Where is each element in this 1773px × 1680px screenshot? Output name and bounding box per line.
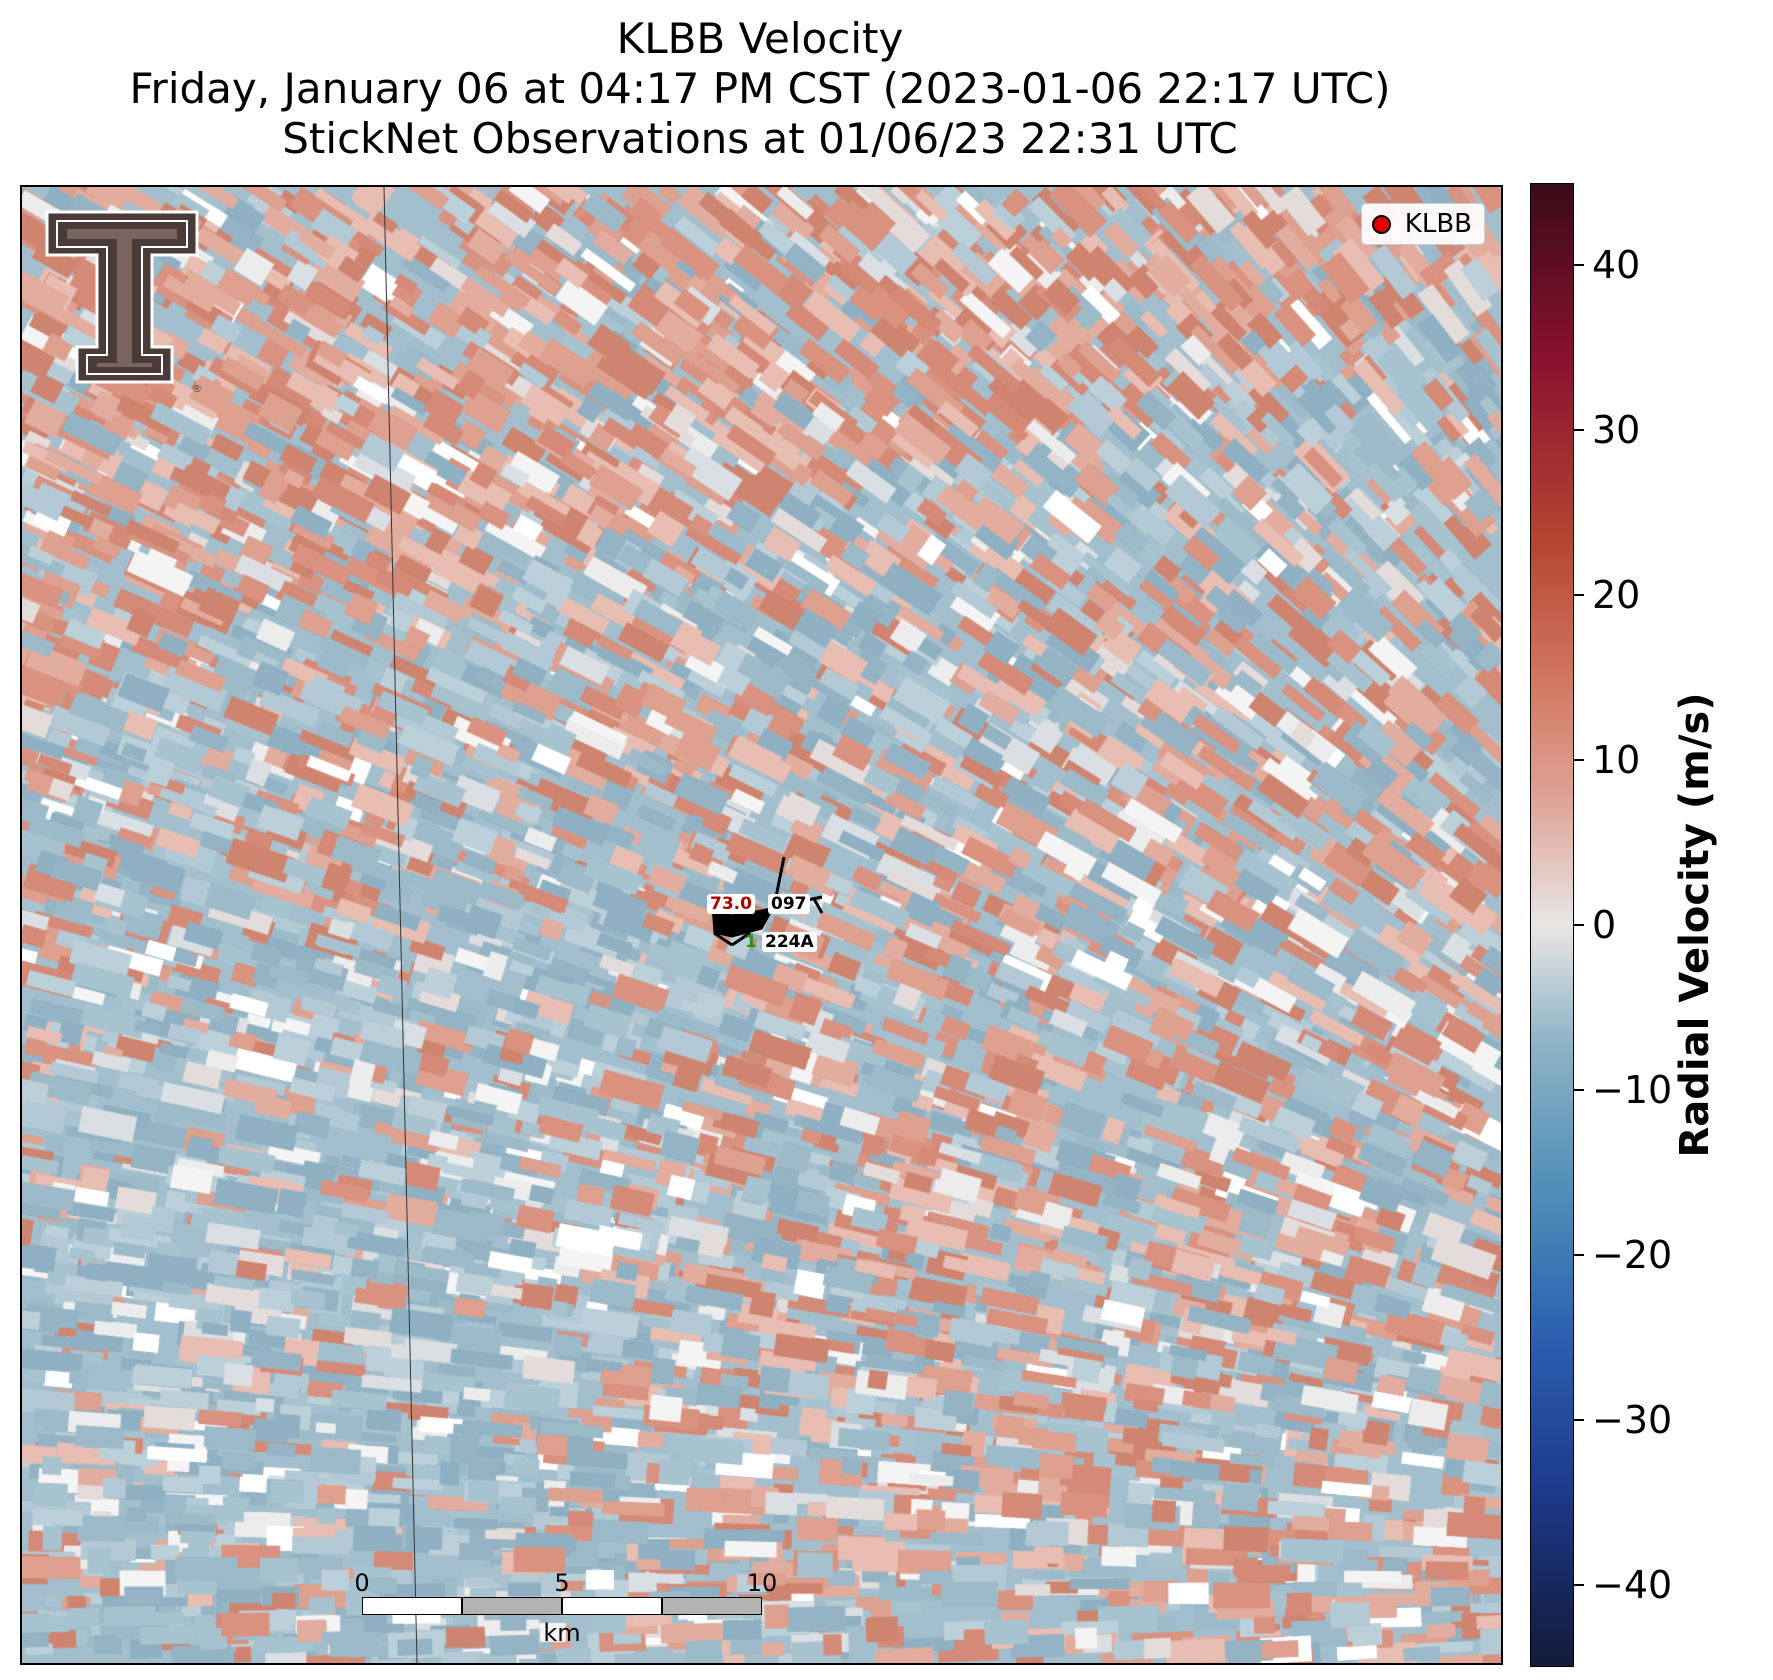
scale-segment [562,1597,662,1615]
scale-tick-label: 5 [554,1569,570,1597]
title-line-1: KLBB Velocity [616,14,904,63]
station-wind-direction: 097 [768,894,810,914]
colorbar-tick [1574,429,1584,432]
double-t-logo-icon: ® [42,207,207,401]
colorbar-tick [1574,1088,1584,1091]
legend-label: KLBB [1404,209,1472,239]
scale-segment [662,1597,762,1615]
colorbar-tick-label: −10 [1592,1067,1673,1112]
radar-map: ® KLBB 73.0 097 1 224A 0 5 10 km [20,185,1503,1665]
colorbar-tick-label: −20 [1592,1232,1673,1277]
colorbar-title: Radial Velocity (m/s) [1672,692,1718,1158]
title-line-2: Friday, January 06 at 04:17 PM CST (2023… [129,64,1391,113]
colorbar-tick-label: 40 [1592,243,1641,288]
colorbar-tick [1574,1418,1584,1421]
colorbar-tick [1574,594,1584,597]
radar-site-marker-icon [1371,214,1391,234]
map-legend: KLBB [1360,203,1485,245]
station-temperature: 73.0 [707,894,755,914]
colorbar-tick-label: 20 [1592,573,1641,618]
colorbar-tick-label: −30 [1592,1397,1673,1442]
colorbar-tick-label: 0 [1592,903,1617,947]
scale-tick-label: 10 [746,1569,778,1597]
colorbar-tick-label: 30 [1592,408,1641,453]
colorbar-tick [1574,264,1584,267]
svg-text:®: ® [192,384,202,395]
colorbar-tick [1574,1583,1584,1586]
scale-bar: 0 5 10 km [354,1557,777,1647]
county-boundary [383,187,418,1663]
colorbar-tick-label: −40 [1592,1562,1673,1607]
colorbar-tick [1574,759,1584,762]
wind-barb-icon [711,856,824,947]
colorbar-tick [1574,1253,1584,1256]
scale-tick-label: 0 [354,1569,370,1597]
title-line-3: StickNet Observations at 01/06/23 22:31 … [282,114,1238,163]
figure-title: KLBB Velocity Friday, January 06 at 04:1… [0,14,1520,164]
scale-segment [362,1597,462,1615]
station-id: 224A [762,932,817,952]
scale-segment [462,1597,562,1615]
station-small-value: 1 [745,932,757,952]
scale-unit-label: km [543,1619,581,1647]
colorbar-tick-label: 10 [1592,738,1641,783]
velocity-colorbar [1530,183,1574,1667]
colorbar-tick [1574,924,1584,926]
